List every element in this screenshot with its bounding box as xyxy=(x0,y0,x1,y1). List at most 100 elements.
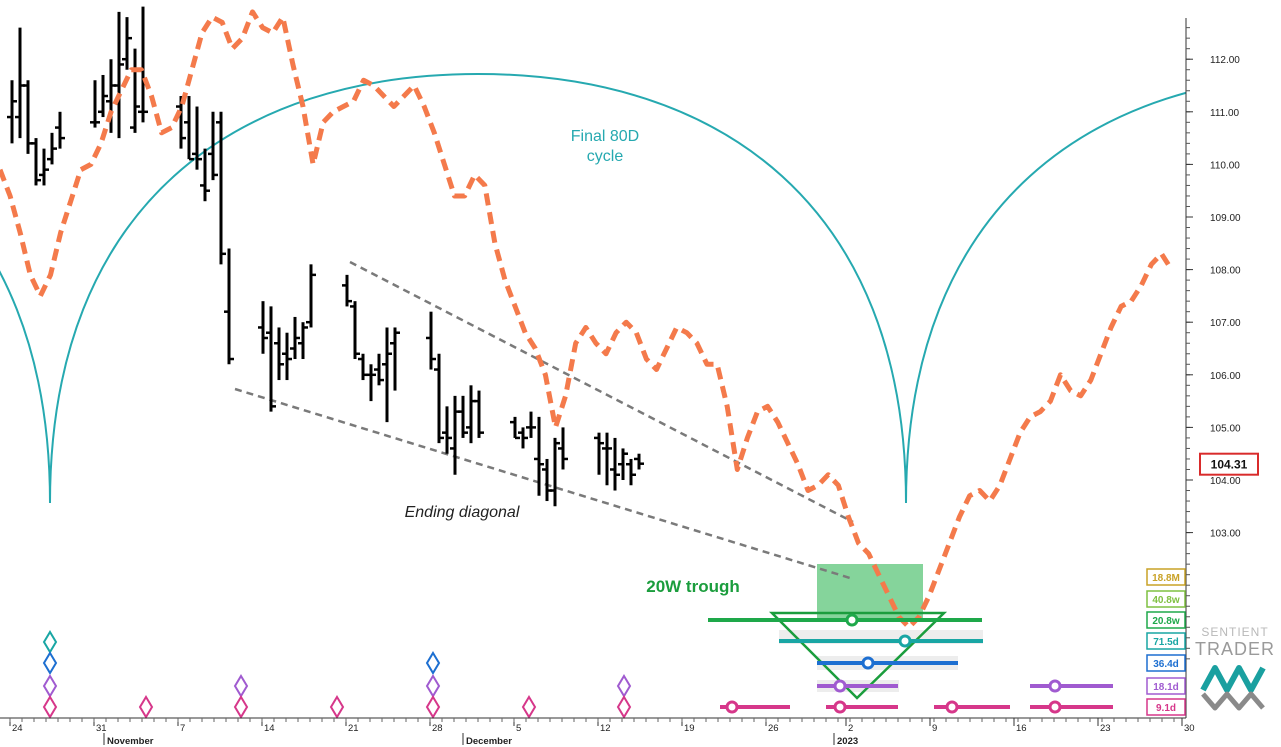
trend-lines xyxy=(234,260,854,580)
badge-label: 18.1d xyxy=(1153,682,1179,693)
cycle-diamond-icon xyxy=(42,695,58,719)
ohlc-bar xyxy=(510,416,520,440)
ohlc-bar xyxy=(474,390,484,438)
last-price-marker: 104.31 xyxy=(1199,452,1259,476)
ohlc-bar xyxy=(298,322,308,360)
month-label: December xyxy=(466,736,512,747)
brand-line-2: TRADER xyxy=(1195,639,1275,659)
ohlc-bar xyxy=(390,327,400,391)
ohlc-bar xyxy=(192,106,202,170)
cycle-dot xyxy=(861,656,875,670)
x-tick-label: 9 xyxy=(932,723,937,734)
badge-box xyxy=(1146,632,1186,650)
cycle-badge: 71.5d xyxy=(1146,632,1186,650)
x-tick-label: 31 xyxy=(96,723,107,734)
cycle-diamond-icon xyxy=(42,651,58,675)
cycle-line-9d-d xyxy=(1030,700,1113,714)
ohlc-bar xyxy=(266,306,276,412)
ohlc-bar xyxy=(518,427,528,449)
ohlc-bar xyxy=(216,111,226,265)
cycle-badge: 9.1d xyxy=(1146,698,1186,716)
badge-box xyxy=(1146,568,1186,586)
x-tick-label: 16 xyxy=(1016,723,1027,734)
ohlc-bar xyxy=(342,274,352,307)
ohlc-bar xyxy=(47,132,57,165)
ohlc-bar xyxy=(618,448,628,480)
last-price-value: 104.31 xyxy=(1211,458,1248,472)
cycle-dot xyxy=(845,613,859,627)
ohlc-bar xyxy=(374,353,384,386)
cycle-dot xyxy=(1048,679,1062,693)
x-tick-label: 30 xyxy=(1184,723,1195,734)
cycle-diamond-icon xyxy=(521,695,537,719)
ohlc-bar xyxy=(55,111,65,149)
ohlc-bar xyxy=(138,6,148,123)
cycle-diamond-icon xyxy=(616,695,632,719)
cycle-diamond-icon xyxy=(329,695,345,719)
y-tick-label: 107.00 xyxy=(1210,318,1241,329)
cycle-diamond-icon xyxy=(425,651,441,675)
cycle-dot xyxy=(833,700,847,714)
ohlc-bar xyxy=(458,395,468,438)
ohlc-bar xyxy=(434,353,444,444)
ohlc-bar xyxy=(31,138,41,186)
cycle-markers xyxy=(42,613,1113,719)
cycle-arc-next xyxy=(905,91,1186,504)
y-tick-label: 106.00 xyxy=(1210,371,1241,382)
projection-line xyxy=(0,9,1174,630)
ohlc-bar xyxy=(282,332,292,381)
cycle-diamond-icon xyxy=(425,695,441,719)
badge-label: 40.8w xyxy=(1152,595,1179,606)
ohlc-bar xyxy=(98,74,108,118)
cycle-dot xyxy=(898,634,912,648)
ohlc-bar xyxy=(176,96,186,149)
upper-trend-line xyxy=(349,260,854,524)
cycle-dot xyxy=(833,679,847,693)
cycle-badge: 18.8M xyxy=(1146,568,1186,586)
cycle-badge: 40.8w xyxy=(1146,590,1186,608)
ohlc-bar xyxy=(526,411,536,438)
y-tick-label: 105.00 xyxy=(1210,423,1241,434)
x-tick-label: 23 xyxy=(1100,723,1111,734)
cycle-line-18d-b xyxy=(1030,679,1113,693)
cycle-line-20w xyxy=(708,613,982,627)
cycle-diamond-icon xyxy=(233,695,249,719)
ohlc-bar xyxy=(39,148,49,186)
diagonal-label: Ending diagonal xyxy=(405,504,520,521)
brand-line-1: SENTIENT xyxy=(1201,625,1268,639)
y-tick-label: 111.00 xyxy=(1210,108,1240,119)
ohlc-bar xyxy=(366,364,376,402)
brand-logo-icon xyxy=(1200,665,1266,693)
ohlc-bar xyxy=(114,11,124,139)
ohlc-bar xyxy=(200,148,210,202)
x-tick-label: 7 xyxy=(180,723,185,734)
cycle-badge: 36.4d xyxy=(1146,654,1186,672)
badge-box xyxy=(1146,698,1186,716)
badge-box xyxy=(1146,654,1186,672)
ohlc-bar xyxy=(290,316,300,360)
badge-box xyxy=(1146,590,1186,608)
y-tick-label: 108.00 xyxy=(1210,266,1241,277)
x-tick-label: 14 xyxy=(264,723,275,734)
x-tick-label: 12 xyxy=(600,723,611,734)
ohlc-bar xyxy=(130,48,140,133)
badge-label: 36.4d xyxy=(1153,659,1179,670)
cycle-label: cycle xyxy=(587,148,624,165)
y-tick-label: 110.00 xyxy=(1210,160,1240,171)
ohlc-bar xyxy=(90,80,100,128)
ohlc-bar xyxy=(122,17,132,70)
cycle-line-36d xyxy=(817,656,958,670)
y-tick-label: 112.00 xyxy=(1210,55,1240,66)
month-label: November xyxy=(107,736,154,747)
ohlc-bar xyxy=(558,427,568,470)
annotations: Final 80D cycle 20W trough Ending diagonal xyxy=(405,128,740,596)
cycle-badges: 18.8M 40.8w 20.8w 71.5d 36.4d 18.1d 9.1d xyxy=(1146,568,1186,716)
ohlc-bar xyxy=(602,432,612,486)
badge-label: 20.8w xyxy=(1152,616,1179,627)
x-tick-label: 24 xyxy=(12,723,23,734)
ohlc-bar xyxy=(610,437,620,491)
x-tick-label: 26 xyxy=(768,723,779,734)
